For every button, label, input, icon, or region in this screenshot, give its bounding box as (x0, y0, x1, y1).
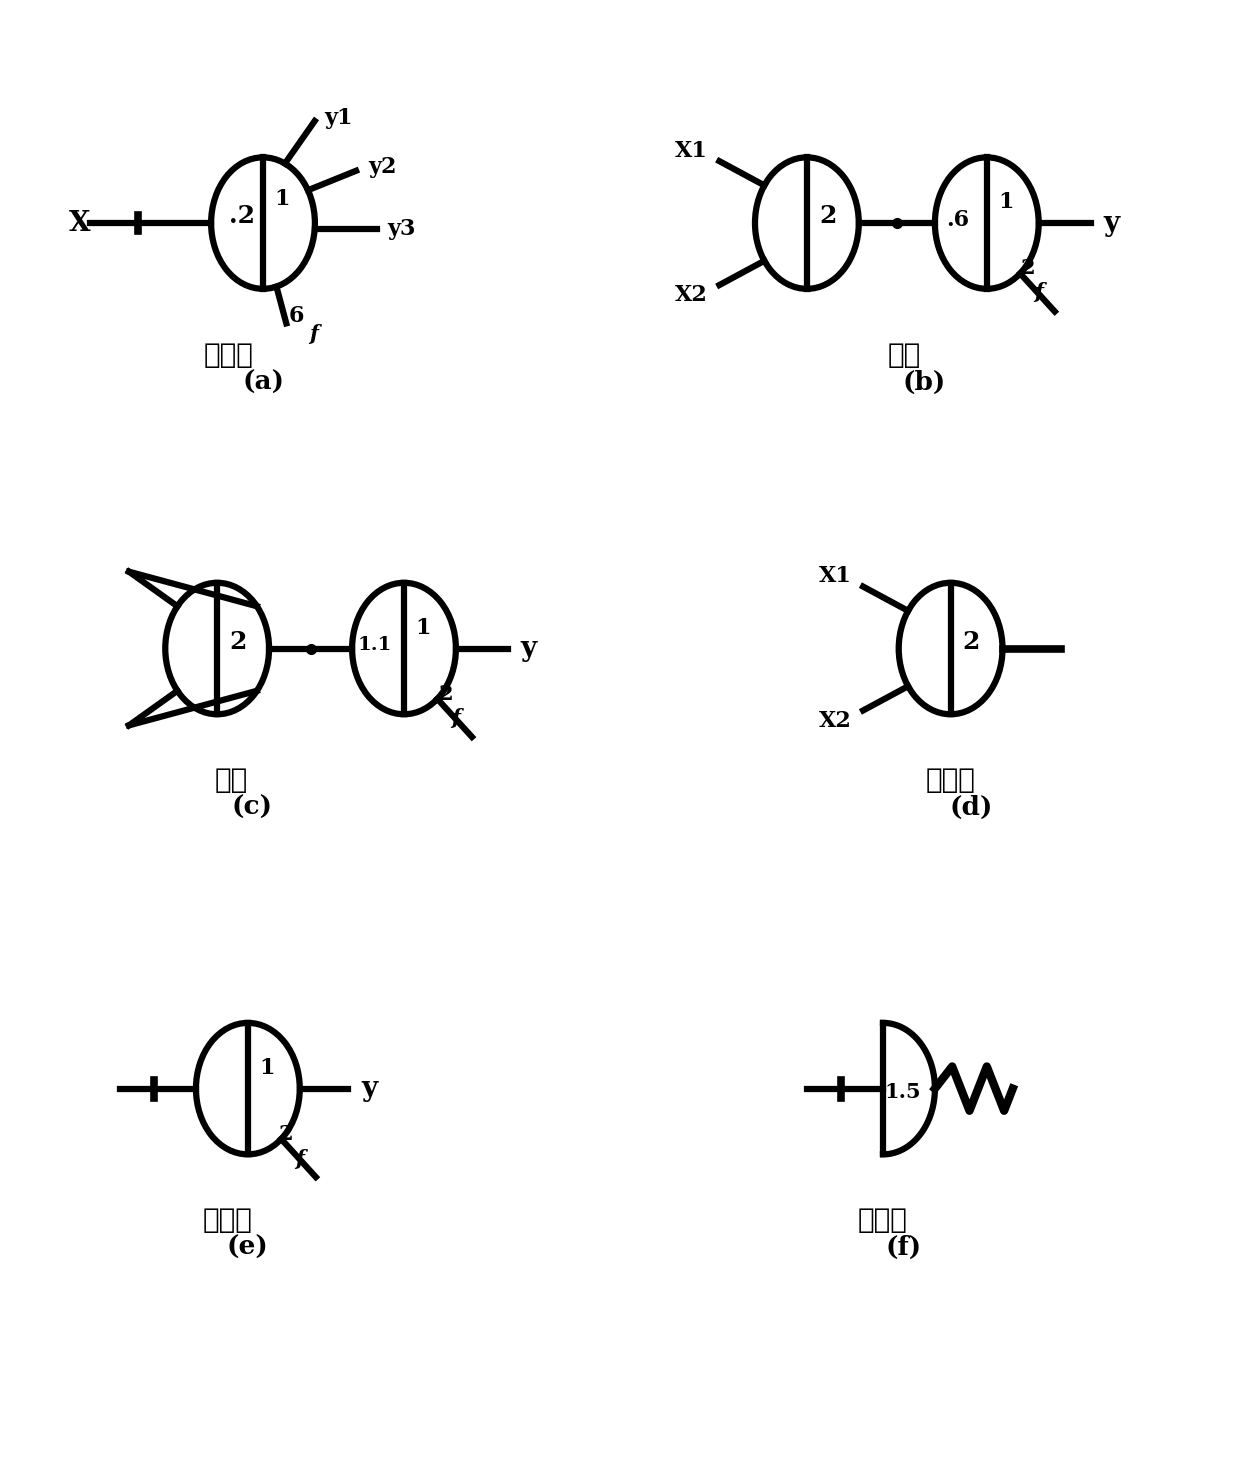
Text: f: f (1034, 282, 1043, 302)
Text: (e): (e) (227, 1235, 269, 1260)
Text: f: f (295, 1149, 304, 1169)
Text: 2: 2 (279, 1124, 293, 1144)
Text: .2: .2 (229, 204, 255, 229)
Text: 1: 1 (998, 191, 1014, 213)
Text: y: y (1104, 210, 1120, 236)
Text: 与门: 与门 (215, 766, 248, 794)
Text: y1: y1 (325, 107, 353, 129)
Text: 集成门: 集成门 (926, 766, 976, 794)
Text: 1: 1 (259, 1056, 275, 1078)
Text: f: f (451, 707, 460, 728)
Text: X: X (68, 210, 91, 236)
Text: (b): (b) (903, 370, 946, 395)
Text: 2: 2 (1021, 258, 1035, 279)
Text: 1.1: 1.1 (358, 637, 392, 654)
Text: 或门: 或门 (887, 340, 920, 368)
Text: y3: y3 (387, 217, 415, 239)
Text: X1: X1 (676, 139, 708, 161)
Text: X2: X2 (818, 710, 852, 732)
Text: 报道门: 报道门 (858, 1206, 908, 1234)
Text: y: y (361, 1075, 377, 1102)
Text: 1: 1 (415, 616, 432, 638)
Text: X1: X1 (818, 565, 852, 587)
Text: (c): (c) (232, 795, 273, 820)
Text: y: y (521, 635, 537, 662)
Text: 2: 2 (818, 204, 836, 229)
Text: 放大门: 放大门 (203, 340, 253, 368)
Text: 1.5: 1.5 (884, 1083, 920, 1102)
Text: 2: 2 (962, 629, 980, 654)
Text: (a): (a) (242, 370, 284, 395)
Text: 阈値门: 阈値门 (202, 1206, 252, 1234)
Text: 2: 2 (438, 684, 453, 704)
Text: 6: 6 (289, 305, 304, 327)
Text: .6: .6 (946, 208, 970, 230)
Text: 1: 1 (274, 188, 290, 210)
Text: X2: X2 (676, 285, 708, 307)
Text: f: f (310, 324, 319, 343)
Text: 2: 2 (229, 629, 247, 654)
Text: (f): (f) (885, 1235, 921, 1260)
Text: (d): (d) (950, 795, 993, 820)
Text: y2: y2 (368, 157, 397, 179)
